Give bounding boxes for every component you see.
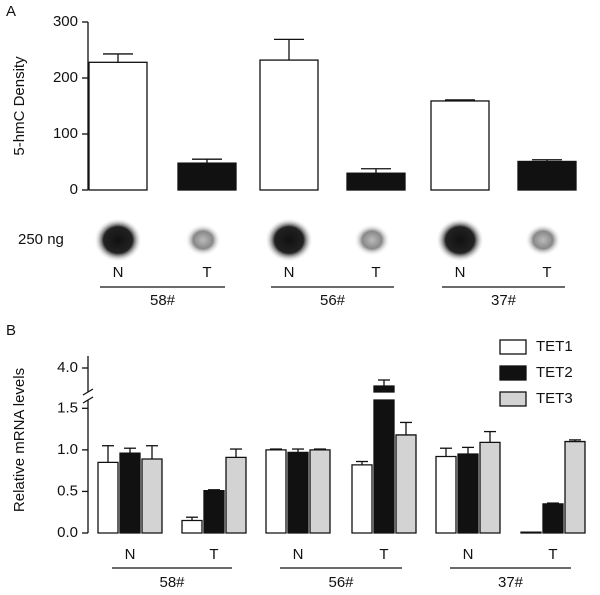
bar: [287, 451, 309, 534]
bar: [141, 458, 163, 534]
bar: [181, 519, 203, 534]
y-tick-label: 200: [53, 69, 78, 86]
dot-blot: [185, 224, 221, 256]
bar: [177, 162, 237, 191]
bar: [564, 440, 586, 534]
legend-label: TET1: [536, 338, 573, 355]
legend-label: TET3: [536, 390, 573, 407]
group-label: 58#: [159, 574, 185, 591]
y-tick-label: 1.0: [57, 441, 78, 458]
bar: [351, 464, 373, 534]
y-tick-label: 0.0: [57, 524, 78, 541]
group-label: 37#: [498, 574, 524, 591]
legend-label: TET2: [536, 364, 573, 381]
panel-label: A: [6, 3, 16, 20]
legend-swatch: [499, 365, 527, 381]
y-axis-title: 5-hmC Density: [11, 56, 28, 156]
group-label: 37#: [491, 292, 517, 309]
bar: [479, 441, 501, 534]
dot-blot: [525, 224, 561, 256]
bar: [542, 503, 564, 534]
x-tick-label: T: [202, 264, 211, 281]
bar: [309, 449, 331, 534]
y-tick-label: 1.5: [57, 399, 78, 416]
axis-break: [82, 388, 94, 396]
x-tick-label: N: [463, 546, 474, 563]
y-tick-label: 300: [53, 13, 78, 30]
bar: [97, 461, 119, 534]
dot-blot: [265, 218, 313, 262]
bar: [457, 453, 479, 534]
y-tick-label: 100: [53, 125, 78, 142]
x-tick-label: T: [548, 546, 557, 563]
y-tick-label: 4.0: [57, 359, 78, 376]
bar: [346, 172, 406, 191]
bar: [395, 434, 417, 534]
bar: [119, 452, 141, 534]
group-label: 56#: [328, 574, 354, 591]
bar: [520, 531, 542, 534]
x-tick-label: N: [113, 264, 124, 281]
bar: [265, 449, 287, 534]
group-label: 58#: [150, 292, 176, 309]
x-tick-label: N: [455, 264, 466, 281]
dot-blot: [94, 218, 142, 262]
panel-label: B: [6, 322, 16, 339]
x-tick-label: N: [284, 264, 295, 281]
y-tick-label: 0: [70, 181, 78, 198]
x-tick-label: N: [293, 546, 304, 563]
legend-swatch: [499, 339, 527, 355]
bar: [259, 59, 319, 191]
x-tick-label: T: [371, 264, 380, 281]
bar: [517, 160, 577, 191]
legend-swatch: [499, 391, 527, 407]
x-tick-label: T: [379, 546, 388, 563]
x-tick-label: T: [542, 264, 551, 281]
sample-label: 250 ng: [18, 231, 64, 248]
bar: [203, 489, 225, 534]
dot-blot: [354, 224, 390, 256]
axis-break: [82, 396, 94, 404]
bar: [225, 456, 247, 534]
bar: [88, 61, 148, 191]
bar: [373, 385, 395, 534]
x-tick-label: T: [209, 546, 218, 563]
y-tick-label: 0.5: [57, 482, 78, 499]
group-label: 56#: [320, 292, 346, 309]
bar: [430, 100, 490, 191]
dot-blot: [436, 218, 484, 262]
bar: [435, 455, 457, 534]
x-tick-label: N: [125, 546, 136, 563]
y-axis-title: Relative mRNA levels: [11, 368, 28, 512]
